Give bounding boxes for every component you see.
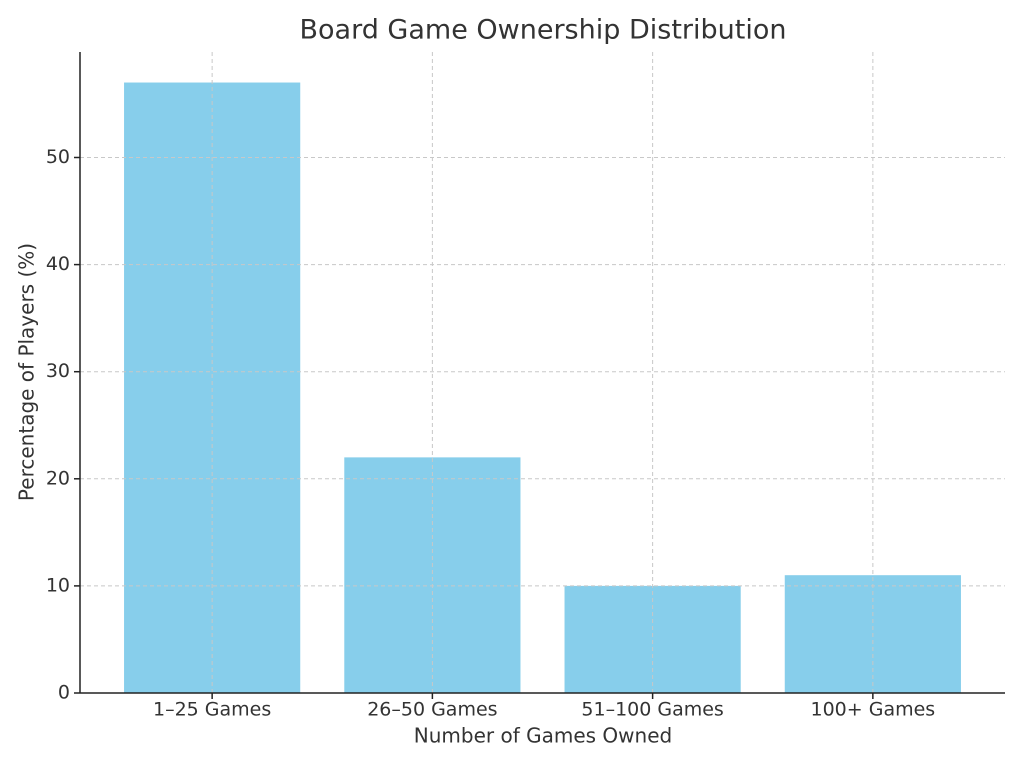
- x-tick-label: 1–25 Games: [153, 699, 271, 721]
- x-tick-label: 26–50 Games: [367, 699, 497, 721]
- y-tick-label: 30: [46, 360, 70, 382]
- y-tick-label: 20: [46, 467, 70, 489]
- chart-title: Board Game Ownership Distribution: [300, 15, 787, 46]
- y-tick-label: 10: [46, 574, 70, 596]
- y-tick-label: 50: [46, 146, 70, 168]
- y-axis-label: Percentage of Players (%): [15, 243, 39, 501]
- x-axis-label: Number of Games Owned: [414, 724, 672, 748]
- y-tick-label: 40: [46, 253, 70, 275]
- y-tick-label: 0: [58, 682, 70, 704]
- x-tick-label: 100+ Games: [811, 699, 936, 721]
- x-tick-label: 51–100 Games: [581, 699, 723, 721]
